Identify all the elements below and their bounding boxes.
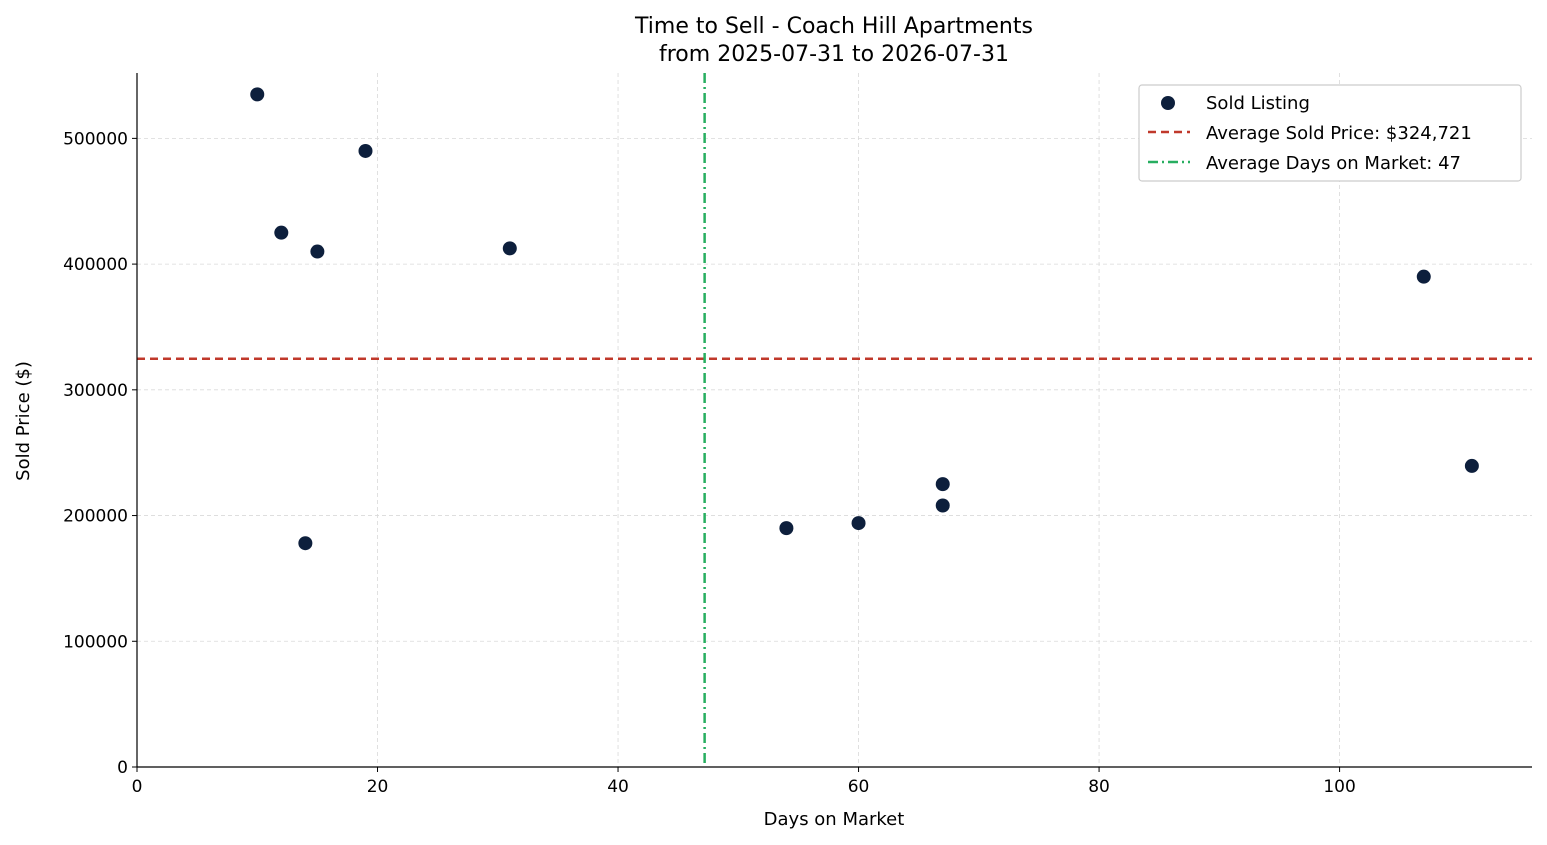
x-tick-label: 40 xyxy=(607,777,629,797)
x-tick-label: 20 xyxy=(367,777,389,797)
tick-labels: 0 20 40 60 80 100 0 100000 200000 300000 400000 500… xyxy=(63,129,1356,797)
chart-subtitle: from 2025-07-31 to 2026-07-31 xyxy=(659,42,1009,67)
data-point xyxy=(779,521,794,536)
legend-label-avg-price: Average Sold Price: $324,721 xyxy=(1206,123,1472,144)
axes xyxy=(132,73,1532,772)
data-point xyxy=(935,498,950,513)
y-tick-label: 100000 xyxy=(63,632,128,652)
data-point xyxy=(1416,269,1431,284)
x-axis-label: Days on Market xyxy=(764,809,905,830)
legend-box xyxy=(1138,84,1522,182)
y-tick-label: 500000 xyxy=(63,129,128,149)
chart-title: Time to Sell - Coach Hill Apartments xyxy=(634,14,1033,39)
data-points xyxy=(250,87,1479,551)
x-tick-label: 0 xyxy=(132,777,143,797)
data-point xyxy=(298,536,313,551)
data-point xyxy=(851,516,866,531)
data-point xyxy=(1464,458,1479,473)
y-tick-label: 200000 xyxy=(63,507,128,527)
reference-lines xyxy=(137,73,1532,767)
legend: Sold Listing Average Sold Price: $324,72… xyxy=(1138,84,1522,182)
data-point xyxy=(358,143,373,158)
x-tick-label: 100 xyxy=(1323,777,1355,797)
y-tick-label: 0 xyxy=(117,758,128,778)
x-tick-label: 80 xyxy=(1088,777,1110,797)
legend-marker-sold-listing xyxy=(1161,96,1175,110)
y-tick-label: 400000 xyxy=(63,255,128,275)
data-point xyxy=(502,241,517,256)
data-point xyxy=(310,244,325,259)
y-tick-label: 300000 xyxy=(63,381,128,401)
data-point xyxy=(250,87,265,102)
legend-label-sold-listing: Sold Listing xyxy=(1206,93,1310,114)
x-tick-label: 60 xyxy=(848,777,870,797)
data-point xyxy=(274,225,289,240)
y-axis-label: Sold Price ($) xyxy=(13,361,34,481)
data-point xyxy=(935,477,950,492)
legend-label-avg-days: Average Days on Market: 47 xyxy=(1206,153,1461,174)
